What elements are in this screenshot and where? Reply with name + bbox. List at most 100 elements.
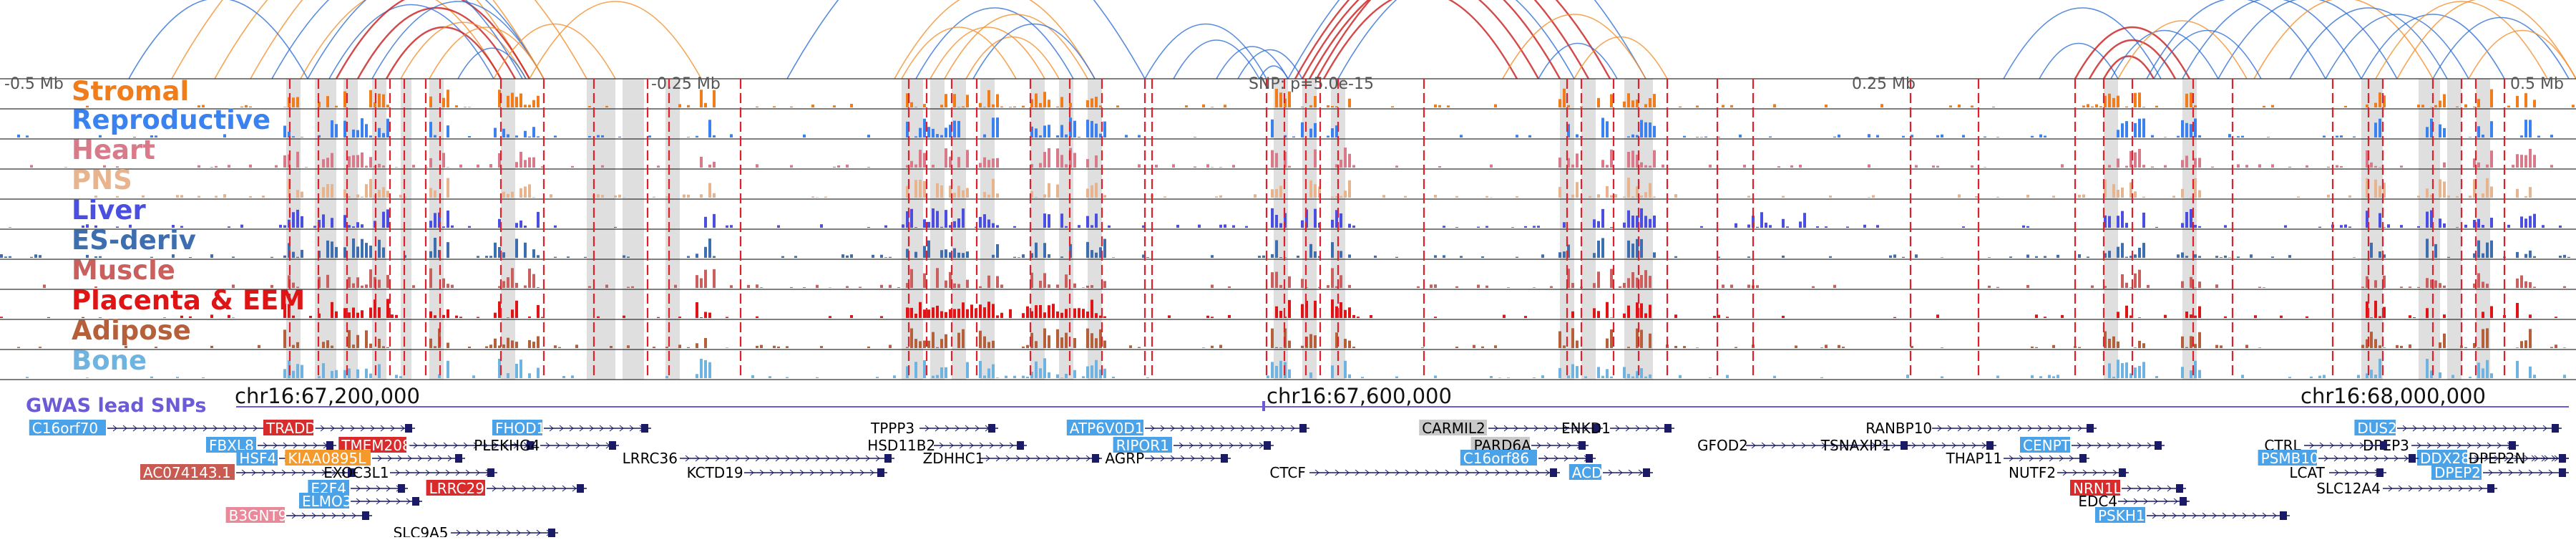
gene-strand-mark xyxy=(291,512,296,519)
gene-strand-mark xyxy=(1971,442,1976,449)
gene-strand-mark xyxy=(503,442,508,449)
coord-label-2: chr16:67,600,000 xyxy=(1267,384,1452,408)
gene-strand-mark xyxy=(1065,455,1070,462)
gene-strand-mark xyxy=(1210,425,1215,432)
gene-strand-mark xyxy=(281,469,286,476)
gene-strand-mark xyxy=(340,425,345,432)
gene-strand-mark xyxy=(172,425,177,432)
gene-ripor1: RIPOR1 xyxy=(1113,437,1274,454)
gene-strand-mark xyxy=(559,425,564,432)
gene-strand-mark xyxy=(2487,442,2492,449)
gene-strand-mark xyxy=(969,442,974,449)
gene-strand-mark xyxy=(1655,425,1660,432)
gene-strand-mark xyxy=(1209,442,1214,449)
gene-strand-mark xyxy=(1150,425,1155,432)
gene-label: LCAT xyxy=(2289,464,2325,481)
gene-label: DUS2 xyxy=(2357,420,2396,437)
gene-label: PSKH1 xyxy=(2098,507,2145,524)
gene-strand-mark xyxy=(2077,425,2082,432)
gene-strand-mark xyxy=(2498,469,2503,476)
gene-strand-mark xyxy=(351,512,356,519)
gene-strand-mark xyxy=(2069,455,2074,462)
gene-strand-mark xyxy=(2418,485,2423,492)
gene-strand-mark xyxy=(2514,455,2519,462)
gene-strand-mark xyxy=(775,455,780,462)
gene-strand-mark xyxy=(380,425,385,432)
gene-strand-mark xyxy=(445,469,450,476)
gene-strand-mark xyxy=(1190,455,1195,462)
gene-strand-mark xyxy=(2092,469,2097,476)
track-separators xyxy=(0,78,2576,380)
gene-strand-mark xyxy=(1190,425,1195,432)
gene-strand-mark xyxy=(1425,469,1430,476)
gene-strand-mark xyxy=(2167,485,2172,492)
gene-strand-mark xyxy=(456,529,461,536)
gene-strand-mark xyxy=(795,455,800,462)
gene-strand-mark xyxy=(516,529,521,536)
gene-label: KCTD19 xyxy=(687,464,743,481)
scale-label-plus-025: 0.25 Mb xyxy=(1852,75,1916,93)
gene-strand-mark xyxy=(2518,469,2523,476)
coord-label-3: chr16:68,000,000 xyxy=(2301,384,2486,408)
gene-strand-mark xyxy=(2117,442,2122,449)
gene-label: LRRC29 xyxy=(429,480,484,497)
gene-label-bg xyxy=(225,507,285,523)
gene-strand-mark xyxy=(2062,469,2067,476)
gene-strand-mark xyxy=(271,469,276,476)
loop-arc xyxy=(2396,0,2576,79)
gene-kiaa0895l: KIAA0895L xyxy=(285,450,465,467)
gene-strand-mark xyxy=(705,455,710,462)
gene-strand-mark xyxy=(2522,425,2527,432)
gene-strand-mark xyxy=(1035,455,1040,462)
gene-strand-mark xyxy=(2472,425,2477,432)
gene-strand-mark xyxy=(1535,469,1540,476)
gene-strand-mark xyxy=(2087,442,2092,449)
gene-strand-mark xyxy=(233,425,238,432)
gene-strand-mark xyxy=(1495,469,1500,476)
gene-strand-mark xyxy=(1628,469,1633,476)
gene-strand-mark xyxy=(1543,455,1548,462)
gene-exon xyxy=(412,497,419,506)
gene-exon xyxy=(2559,454,2566,463)
gene-strand-mark xyxy=(745,455,750,462)
gene-strand-mark xyxy=(473,442,478,449)
track-label-stromal: Stromal xyxy=(72,76,189,107)
loop-arc xyxy=(2117,20,2248,79)
gene-strand-mark xyxy=(1385,469,1390,476)
gene-c16orf70: C16orf70 xyxy=(29,420,293,437)
gene-strand-mark xyxy=(241,469,246,476)
gene-label: ELMO3 xyxy=(302,493,352,510)
gene-hsd11b2: HSD11B2 xyxy=(867,437,1027,454)
gene-label-bg xyxy=(285,450,371,466)
gene-strand-mark xyxy=(2416,442,2421,449)
gene-strand-mark xyxy=(1345,469,1350,476)
gene-exon xyxy=(2509,441,2516,450)
gene-strand-mark xyxy=(924,425,930,432)
gene-strand-mark xyxy=(955,425,960,432)
gene-strand-mark xyxy=(819,469,824,476)
gene-label-bg xyxy=(492,420,542,435)
gene-strand-mark xyxy=(1574,455,1579,462)
gene-strand-mark xyxy=(825,455,830,462)
interaction-arcs xyxy=(128,0,2576,79)
gene-strand-mark xyxy=(377,455,382,462)
loop-arc xyxy=(1173,39,1260,79)
gene-label: AC074143.1 xyxy=(143,464,231,481)
gene-strand-mark xyxy=(695,455,700,462)
gene-cenpt: CENPT xyxy=(2020,437,2165,454)
loop-arc xyxy=(1538,42,1618,79)
snp-lines xyxy=(288,79,2506,380)
gene-strand-mark xyxy=(1075,455,1080,462)
gene-strand-mark xyxy=(1533,425,1538,432)
gene-strand-mark xyxy=(273,442,278,449)
gene-strand-mark xyxy=(1230,425,1235,432)
gene-strand-mark xyxy=(1455,469,1460,476)
gene-exon xyxy=(877,468,884,477)
gene-strand-mark xyxy=(396,498,401,505)
gene-strand-mark xyxy=(1355,469,1360,476)
loop-arc xyxy=(901,26,1017,79)
gene-strand-mark xyxy=(1618,469,1623,476)
gene-strand-mark xyxy=(629,425,634,432)
gene-strand-mark xyxy=(2133,498,2138,505)
gene-strand-mark xyxy=(2319,442,2324,449)
